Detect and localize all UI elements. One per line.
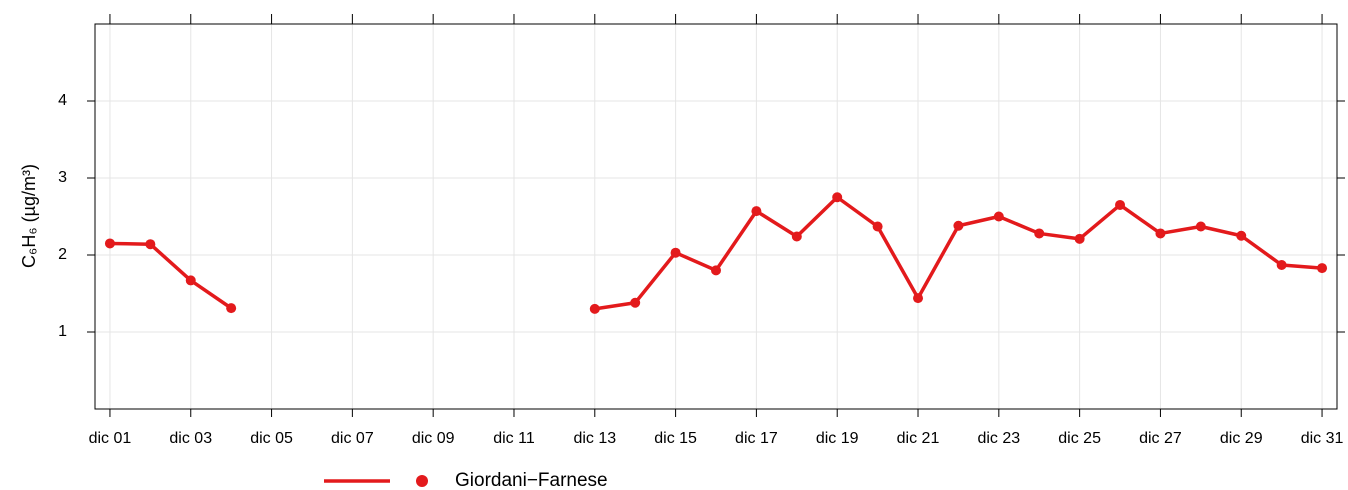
data-point bbox=[832, 192, 843, 203]
y-tick-label: 1 bbox=[58, 323, 67, 340]
y-tick-label: 3 bbox=[58, 169, 67, 186]
x-tick-label: dic 19 bbox=[816, 430, 859, 447]
y-axis-label: C₆H₆ (µg/m³) bbox=[19, 164, 39, 268]
data-point bbox=[145, 239, 156, 250]
y-tick-label: 4 bbox=[58, 92, 67, 109]
data-point bbox=[872, 221, 883, 232]
series-line bbox=[109, 195, 1323, 311]
x-tick-label: dic 09 bbox=[412, 430, 455, 447]
data-point bbox=[913, 293, 924, 304]
x-tick-label: dic 29 bbox=[1220, 430, 1263, 447]
x-tick-label: dic 03 bbox=[169, 430, 212, 447]
data-point bbox=[791, 231, 802, 242]
x-tick-label: dic 21 bbox=[897, 430, 940, 447]
data-point bbox=[1195, 221, 1206, 232]
legend-marker bbox=[416, 475, 428, 487]
data-point bbox=[993, 211, 1004, 222]
data-point bbox=[711, 265, 721, 276]
legend-label: Giordani−Farnese bbox=[455, 470, 608, 490]
x-tick-label: dic 17 bbox=[735, 430, 778, 447]
data-point bbox=[953, 220, 964, 231]
data-point bbox=[1155, 228, 1166, 239]
data-point bbox=[1317, 263, 1328, 274]
data-point bbox=[1034, 228, 1045, 239]
x-tick-label: dic 01 bbox=[89, 430, 132, 447]
data-point bbox=[1115, 199, 1126, 210]
x-tick-label: dic 05 bbox=[250, 430, 293, 447]
data-point bbox=[1276, 260, 1287, 271]
data-point bbox=[670, 247, 681, 258]
x-tick-label: dic 25 bbox=[1058, 430, 1101, 447]
plot-frame bbox=[94, 23, 1338, 410]
data-point bbox=[589, 303, 600, 314]
y-tick-label: 2 bbox=[58, 246, 67, 263]
x-tick-label: dic 11 bbox=[493, 430, 535, 447]
data-point bbox=[1074, 233, 1085, 244]
data-point bbox=[185, 275, 196, 286]
data-point bbox=[751, 206, 762, 217]
data-point bbox=[226, 303, 237, 314]
x-tick-label: dic 23 bbox=[977, 430, 1020, 447]
x-tick-label: dic 15 bbox=[654, 430, 697, 447]
x-tick-label: dic 13 bbox=[573, 430, 616, 447]
data-point bbox=[104, 238, 115, 249]
data-point bbox=[1236, 230, 1247, 241]
x-tick-label: dic 31 bbox=[1301, 430, 1344, 447]
x-tick-label: dic 27 bbox=[1139, 430, 1182, 447]
data-point bbox=[630, 297, 641, 308]
x-tick-label: dic 07 bbox=[331, 430, 374, 447]
